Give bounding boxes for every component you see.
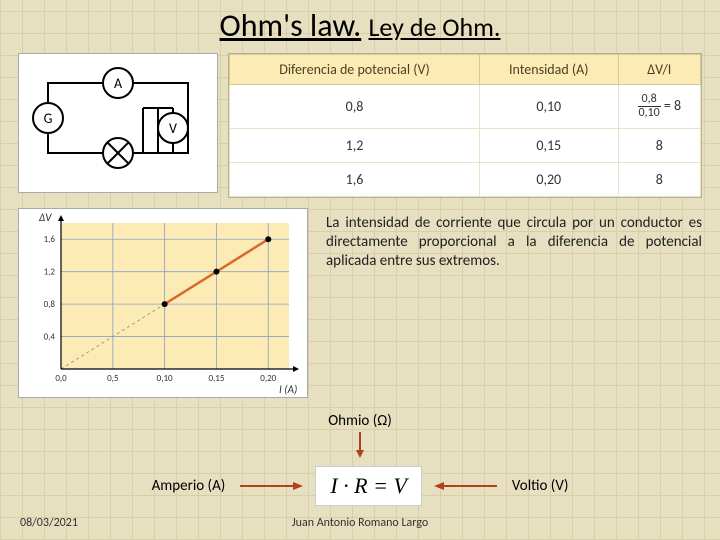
table-row: 0,8 0,10 0,80,10 = 8 (230, 85, 701, 129)
svg-text:ΔV: ΔV (38, 211, 52, 224)
title-sub: Ley de Ohm. (368, 11, 500, 43)
slide-title: Ohm's law. Ley de Ohm. (0, 0, 720, 45)
svg-text:0,5: 0,5 (107, 373, 119, 384)
table-header-row: Diferencia de potencial (V) Intensidad (… (230, 55, 701, 85)
description-text: La intensidad de corriente que circula p… (326, 208, 702, 398)
data-table: Diferencia de potencial (V) Intensidad (… (228, 53, 702, 198)
svg-text:1,2: 1,2 (44, 267, 56, 278)
generator-label: G (44, 110, 53, 127)
ohmio-label: Ohmio (Ω) (328, 412, 392, 430)
formula-row: Amperio (A) I · R = V Voltio (V) (0, 466, 720, 506)
table-row: 1,2 0,15 8 (230, 129, 701, 163)
line-chart: 0,0 0,5 0,10 0,15 0,20 0,4 0,8 1,2 1,6 ΔV I (A) (18, 208, 308, 398)
svg-text:I (A): I (A) (279, 383, 297, 396)
table-header: Diferencia de potencial (V) (230, 55, 480, 85)
voltmeter-label: V (169, 120, 177, 137)
formula: I · R = V (315, 466, 422, 506)
table-row: 1,6 0,20 8 (230, 163, 701, 197)
ohmio-row: Ohmio (Ω) (0, 412, 720, 460)
circuit-diagram: A G V (18, 53, 218, 193)
voltio-label: Voltio (V) (512, 477, 569, 495)
svg-text:0,8: 0,8 (44, 299, 56, 310)
ammeter-label: A (114, 75, 123, 92)
table-header: Intensidad (A) (479, 55, 618, 85)
svg-text:0,0: 0,0 (55, 373, 67, 384)
amperio-label: Amperio (A) (152, 477, 226, 495)
title-main: Ohm's law. (220, 6, 362, 45)
svg-text:0,10: 0,10 (157, 373, 173, 384)
svg-text:0,20: 0,20 (260, 373, 276, 384)
table-header: ΔV/I (618, 55, 700, 85)
svg-text:1,6: 1,6 (44, 235, 56, 246)
svg-text:0,15: 0,15 (208, 373, 224, 384)
svg-text:0,4: 0,4 (44, 332, 56, 343)
footer-author: Juan Antonio Romano Largo (0, 516, 720, 530)
